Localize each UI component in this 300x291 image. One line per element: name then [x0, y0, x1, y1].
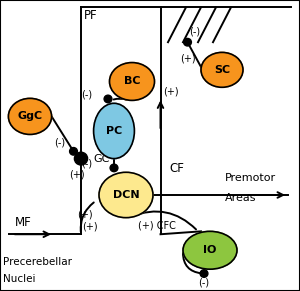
Circle shape	[110, 164, 118, 172]
Text: Premotor: Premotor	[225, 173, 276, 182]
Text: PF: PF	[84, 9, 98, 22]
Text: (-): (-)	[81, 159, 92, 168]
Circle shape	[104, 95, 112, 103]
Text: IO: IO	[203, 245, 217, 255]
Circle shape	[184, 38, 191, 46]
Text: DCN: DCN	[113, 190, 139, 200]
Text: (+) CFC: (+) CFC	[138, 221, 176, 230]
Text: (+): (+)	[180, 53, 196, 63]
Text: Nuclei: Nuclei	[3, 274, 35, 284]
Text: (-): (-)	[81, 90, 92, 100]
Circle shape	[74, 152, 88, 165]
Text: (+): (+)	[164, 87, 179, 97]
Ellipse shape	[201, 52, 243, 87]
Text: BC: BC	[124, 77, 140, 86]
Text: (+): (+)	[82, 222, 98, 232]
Text: (-): (-)	[189, 26, 200, 36]
Circle shape	[70, 148, 77, 155]
Text: (+): (+)	[69, 170, 85, 180]
Text: GgC: GgC	[17, 111, 43, 121]
Text: GC: GC	[93, 154, 110, 164]
Text: MF: MF	[15, 216, 32, 229]
Text: CF: CF	[169, 162, 184, 175]
Text: (-): (-)	[54, 138, 65, 148]
Ellipse shape	[8, 98, 52, 134]
Text: Areas: Areas	[225, 193, 256, 203]
Ellipse shape	[99, 172, 153, 218]
Text: PC: PC	[106, 126, 122, 136]
Ellipse shape	[94, 103, 134, 159]
Text: Precerebellar: Precerebellar	[3, 257, 72, 267]
Text: (+): (+)	[77, 210, 93, 220]
Circle shape	[200, 270, 208, 277]
Ellipse shape	[110, 63, 154, 100]
Text: (-): (-)	[198, 278, 210, 288]
Text: SC: SC	[214, 65, 230, 75]
Ellipse shape	[183, 231, 237, 269]
